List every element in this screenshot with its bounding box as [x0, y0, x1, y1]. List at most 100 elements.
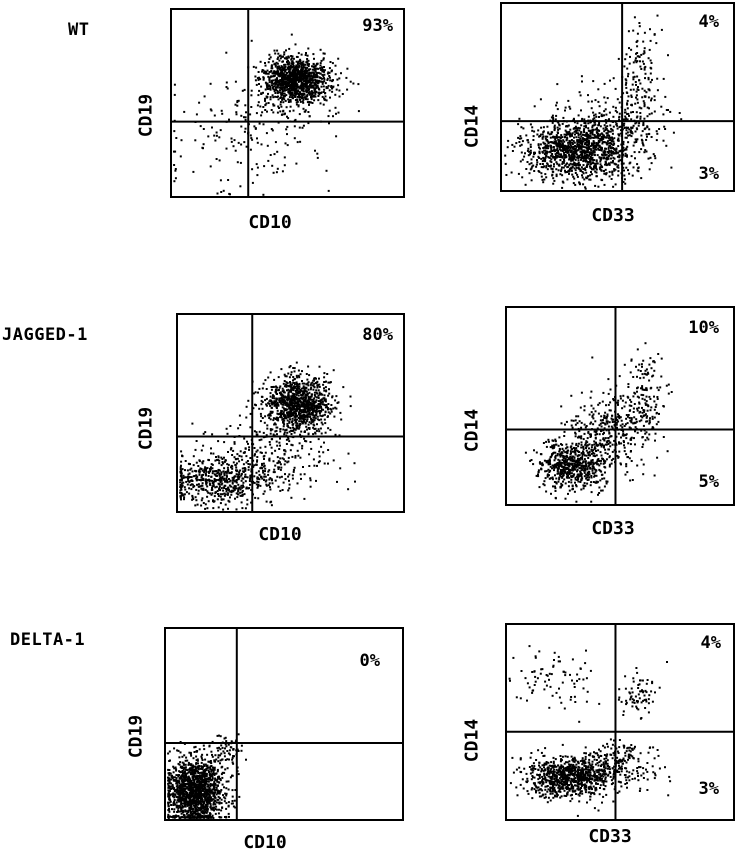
event-dot [643, 31, 646, 34]
event-dot [260, 399, 263, 402]
event-dot [264, 97, 267, 100]
event-dot [572, 487, 574, 490]
event-dot [554, 156, 557, 159]
event-dot [314, 417, 317, 420]
event-dot [218, 474, 221, 477]
event-dot [319, 402, 322, 405]
event-dot [254, 496, 257, 499]
event-dot [274, 479, 277, 482]
event-dot [187, 480, 190, 482]
event-dot [275, 399, 278, 401]
event-dot [265, 71, 267, 74]
event-dot [268, 84, 271, 87]
event-dot [278, 59, 281, 62]
event-dot [583, 118, 586, 121]
event-dot [294, 395, 297, 398]
event-dot [309, 101, 312, 104]
event-dot [301, 447, 304, 450]
event-dot [552, 446, 555, 449]
event-dot [638, 22, 641, 24]
event-dot [268, 81, 271, 84]
event-dot [529, 153, 531, 156]
event-dot [585, 473, 588, 476]
event-dot [281, 91, 284, 94]
event-dot [307, 384, 310, 387]
event-dot [304, 408, 307, 411]
event-dot [255, 471, 258, 474]
event-dot [591, 126, 594, 129]
event-dot [306, 54, 309, 57]
event-dot [279, 57, 282, 60]
event-dot [303, 82, 306, 85]
event-dot [314, 395, 317, 398]
event-dot [566, 171, 569, 173]
event-dot [325, 380, 327, 383]
event-dot [550, 164, 552, 167]
event-dot [613, 157, 616, 160]
event-dot [273, 63, 276, 66]
event-dot [615, 152, 618, 155]
event-dot [264, 81, 267, 84]
event-dot [237, 489, 240, 492]
event-dot [327, 71, 330, 74]
event-dot [321, 73, 324, 76]
event-dot [308, 88, 310, 91]
event-dot [235, 466, 238, 469]
event-dot [581, 145, 584, 148]
event-dot [572, 148, 575, 151]
event-dot [310, 407, 313, 410]
event-dot [302, 66, 305, 69]
event-dot [645, 91, 648, 94]
event-dot [300, 53, 303, 56]
event-dot [202, 487, 205, 490]
event-dot [596, 154, 599, 157]
event-dot [330, 408, 333, 411]
event-dot [244, 475, 247, 478]
event-dot [545, 152, 548, 155]
event-dot [310, 85, 313, 88]
event-dot [561, 161, 564, 163]
event-dot [543, 178, 546, 181]
event-dot [182, 481, 185, 484]
event-dot [292, 89, 295, 92]
event-dot [589, 178, 592, 181]
event-dot [180, 482, 183, 485]
event-dot [282, 422, 285, 425]
event-dot [213, 470, 216, 473]
event-dot [231, 489, 234, 492]
event-dot [279, 461, 281, 464]
quadrant-percent-lower-right: 3% [698, 164, 719, 184]
event-dot [265, 397, 268, 400]
event-dot [296, 400, 299, 403]
event-dot [567, 449, 569, 452]
event-dot [279, 89, 281, 92]
event-dot [243, 130, 246, 133]
event-dot [323, 80, 326, 83]
event-dot [277, 389, 280, 391]
event-dot [556, 126, 559, 129]
event-dot [213, 500, 216, 503]
event-dot [639, 112, 642, 114]
event-dot [304, 96, 306, 99]
event-dot [636, 101, 639, 104]
event-dot [524, 152, 526, 155]
event-dot [324, 411, 327, 414]
event-dot [206, 467, 209, 470]
event-dot [542, 141, 545, 144]
event-dot [304, 398, 307, 401]
event-dot [226, 87, 229, 90]
event-dot [183, 110, 186, 113]
event-dot [322, 414, 325, 417]
event-dot [255, 404, 257, 407]
event-dot [550, 132, 553, 135]
event-dot [301, 71, 303, 74]
event-dot [264, 451, 267, 454]
event-dot [582, 149, 585, 152]
event-dot [598, 492, 601, 494]
event-dot [323, 69, 326, 72]
event-dot [300, 417, 303, 420]
event-dot [287, 437, 290, 440]
event-dot [280, 70, 283, 73]
event-dot [281, 68, 284, 70]
event-dot [567, 141, 570, 144]
